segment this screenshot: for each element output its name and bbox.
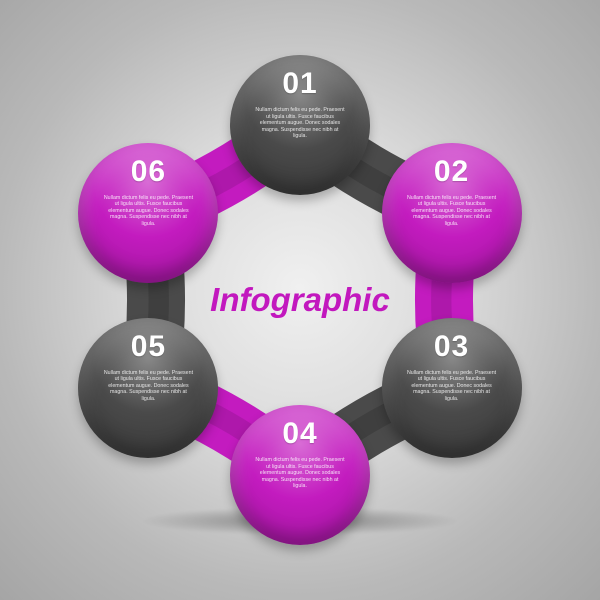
ring-node-06: 06 Nullam dictum felis eu pede. Praesent … bbox=[78, 143, 218, 283]
node-number: 03 bbox=[434, 330, 469, 364]
node-body-text: Nullam dictum felis eu pede. Praesent ut… bbox=[254, 107, 346, 140]
node-number: 06 bbox=[131, 155, 166, 189]
ring-node-05: 05 Nullam dictum felis eu pede. Praesent … bbox=[78, 318, 218, 458]
center-title: Infographic bbox=[210, 281, 390, 319]
node-body-text: Nullam dictum felis eu pede. Praesent ut… bbox=[102, 195, 194, 228]
infographic-ring: Infographic 01 Nullam dictum felis eu ped… bbox=[50, 50, 550, 550]
node-body-text: Nullam dictum felis eu pede. Praesent ut… bbox=[406, 370, 498, 403]
ring-node-02: 02 Nullam dictum felis eu pede. Praesent … bbox=[382, 143, 522, 283]
ring-node-03: 03 Nullam dictum felis eu pede. Praesent … bbox=[382, 318, 522, 458]
node-body-text: Nullam dictum felis eu pede. Praesent ut… bbox=[406, 195, 498, 228]
ring-node-04: 04 Nullam dictum felis eu pede. Praesent … bbox=[230, 405, 370, 545]
ring-node-01: 01 Nullam dictum felis eu pede. Praesent … bbox=[230, 55, 370, 195]
node-number: 02 bbox=[434, 155, 469, 189]
node-number: 01 bbox=[282, 67, 317, 101]
node-body-text: Nullam dictum felis eu pede. Praesent ut… bbox=[254, 457, 346, 490]
node-number: 04 bbox=[282, 417, 317, 451]
node-number: 05 bbox=[131, 330, 166, 364]
node-body-text: Nullam dictum felis eu pede. Praesent ut… bbox=[102, 370, 194, 403]
